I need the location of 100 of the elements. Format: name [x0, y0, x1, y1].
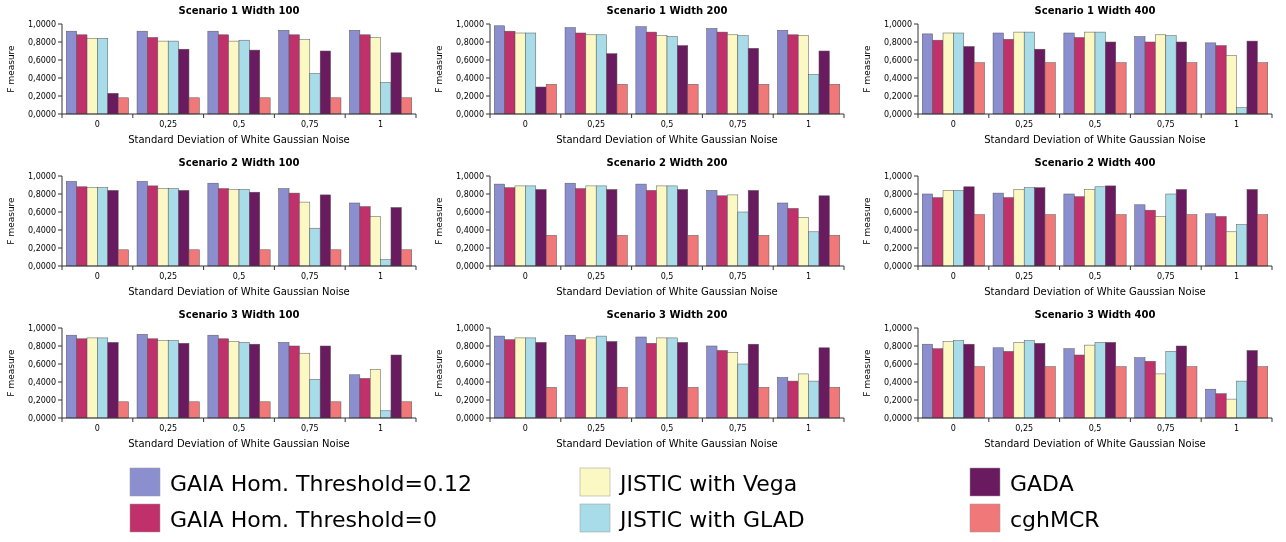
x-tick-label: 0: [950, 272, 956, 281]
y-axis-title: F measure: [6, 44, 16, 93]
x-tick-label: 0: [94, 272, 100, 281]
y-tick-label: 0,6000: [884, 359, 912, 369]
x-tick-label: 1: [1234, 272, 1240, 281]
x-tick-label: 0,25: [587, 272, 606, 281]
y-tick-label: 1,0000: [884, 323, 912, 333]
y-tick-label: 0,2000: [884, 243, 912, 253]
y-tick-label: 0,8000: [884, 341, 912, 351]
y-tick-label: 0,8000: [456, 37, 484, 47]
y-tick-label: 0,0000: [456, 261, 484, 271]
y-tick-label: 0,0000: [884, 413, 912, 423]
y-tick-label: 0,2000: [456, 395, 484, 405]
y-axis-title: F measure: [6, 196, 16, 245]
chart-title: Scenario 3 Width 100: [178, 309, 300, 320]
y-tick-label: 0,6000: [884, 207, 912, 217]
x-tick-label: 0,25: [159, 424, 178, 433]
x-tick-label: 0,25: [159, 272, 178, 281]
x-tick-label: 1: [1234, 120, 1240, 129]
y-tick-label: 0,8000: [456, 341, 484, 351]
x-tick-label: 0,75: [300, 424, 319, 433]
legend-label: JISTIC with Vega: [618, 471, 798, 496]
x-tick-label: 1: [806, 120, 812, 129]
y-tick-label: 0,4000: [884, 73, 912, 83]
x-axis-title: Standard Deviation of White Gaussian Noise: [984, 286, 1206, 297]
x-tick-label: 0,5: [232, 120, 246, 129]
y-tick-label: 0,8000: [884, 189, 912, 199]
y-tick-label: 0,4000: [28, 225, 56, 235]
y-tick-label: 0,4000: [884, 225, 912, 235]
x-tick-label: 0: [94, 120, 100, 129]
y-tick-label: 0,4000: [28, 73, 56, 83]
y-tick-label: 0,2000: [456, 91, 484, 101]
y-tick-label: 0,8000: [28, 189, 56, 199]
x-tick-label: 0,75: [728, 424, 747, 433]
x-axis-title: Standard Deviation of White Gaussian Noise: [128, 438, 350, 449]
x-tick-label: 0,5: [660, 424, 674, 433]
y-tick-label: 0,6000: [28, 359, 56, 369]
x-tick-label: 1: [806, 272, 812, 281]
x-tick-label: 1: [378, 120, 384, 129]
y-tick-label: 1,0000: [884, 19, 912, 29]
x-tick-label: 0,75: [300, 120, 319, 129]
y-tick-label: 0,0000: [884, 261, 912, 271]
y-tick-label: 0,6000: [456, 55, 484, 65]
chart-title: Scenario 3 Width 400: [1034, 309, 1156, 320]
x-tick-label: 1: [378, 272, 384, 281]
x-tick-label: 0,25: [1015, 272, 1034, 281]
x-tick-label: 0,5: [232, 424, 246, 433]
x-tick-label: 0,75: [1156, 120, 1175, 129]
y-tick-label: 0,2000: [884, 91, 912, 101]
legend-label: GADA: [1010, 471, 1074, 496]
legend-label: cghMCR: [1010, 507, 1100, 532]
y-tick-label: 0,0000: [28, 261, 56, 271]
x-tick-label: 0,5: [660, 272, 674, 281]
x-axis-title: Standard Deviation of White Gaussian Noise: [556, 438, 778, 449]
y-tick-label: 1,0000: [456, 19, 484, 29]
x-tick-label: 0,5: [1088, 120, 1102, 129]
y-tick-label: 0,8000: [28, 341, 56, 351]
y-tick-label: 1,0000: [28, 323, 56, 333]
y-axis-title: F measure: [434, 196, 444, 245]
x-axis-title: Standard Deviation of White Gaussian Noise: [128, 286, 350, 297]
x-axis-title: Standard Deviation of White Gaussian Noise: [556, 134, 778, 145]
y-tick-label: 0,6000: [884, 55, 912, 65]
y-axis-title: F measure: [434, 348, 444, 397]
x-tick-label: 0: [94, 424, 100, 433]
x-tick-label: 0,5: [660, 120, 674, 129]
chart-title: Scenario 1 Width 400: [1034, 5, 1156, 16]
y-tick-label: 1,0000: [28, 19, 56, 29]
y-tick-label: 1,0000: [456, 171, 484, 181]
y-tick-label: 1,0000: [456, 323, 484, 333]
y-tick-label: 0,8000: [28, 37, 56, 47]
x-tick-label: 0,25: [1015, 120, 1034, 129]
x-tick-label: 0,75: [728, 272, 747, 281]
y-axis-title: F measure: [862, 196, 872, 245]
x-tick-label: 0,75: [1156, 272, 1175, 281]
x-axis-title: Standard Deviation of White Gaussian Noise: [984, 134, 1206, 145]
y-tick-label: 0,6000: [456, 207, 484, 217]
y-tick-label: 0,2000: [28, 243, 56, 253]
y-tick-label: 0,0000: [884, 109, 912, 119]
x-tick-label: 1: [1234, 424, 1240, 433]
y-axis-title: F measure: [6, 348, 16, 397]
x-axis-title: Standard Deviation of White Gaussian Noise: [128, 134, 350, 145]
legend-label: GAIA Hom. Threshold=0.12: [170, 471, 472, 496]
y-tick-label: 0,4000: [456, 225, 484, 235]
x-tick-label: 1: [806, 424, 812, 433]
x-tick-label: 0: [522, 120, 528, 129]
y-tick-label: 0,0000: [456, 109, 484, 119]
chart-title: Scenario 2 Width 100: [178, 157, 300, 168]
y-tick-label: 1,0000: [884, 171, 912, 181]
x-axis-title: Standard Deviation of White Gaussian Noise: [984, 438, 1206, 449]
legend-label: GAIA Hom. Threshold=0: [170, 507, 437, 532]
x-tick-label: 0,25: [587, 120, 606, 129]
y-axis-title: F measure: [434, 44, 444, 93]
y-tick-label: 0,2000: [884, 395, 912, 405]
x-tick-label: 0: [950, 120, 956, 129]
y-tick-label: 0,6000: [28, 207, 56, 217]
y-tick-label: 0,2000: [28, 91, 56, 101]
legend-label: JISTIC with GLAD: [618, 507, 805, 532]
chart-title: Scenario 2 Width 200: [606, 157, 728, 168]
y-tick-label: 0,2000: [456, 243, 484, 253]
x-tick-label: 0,25: [1015, 424, 1034, 433]
